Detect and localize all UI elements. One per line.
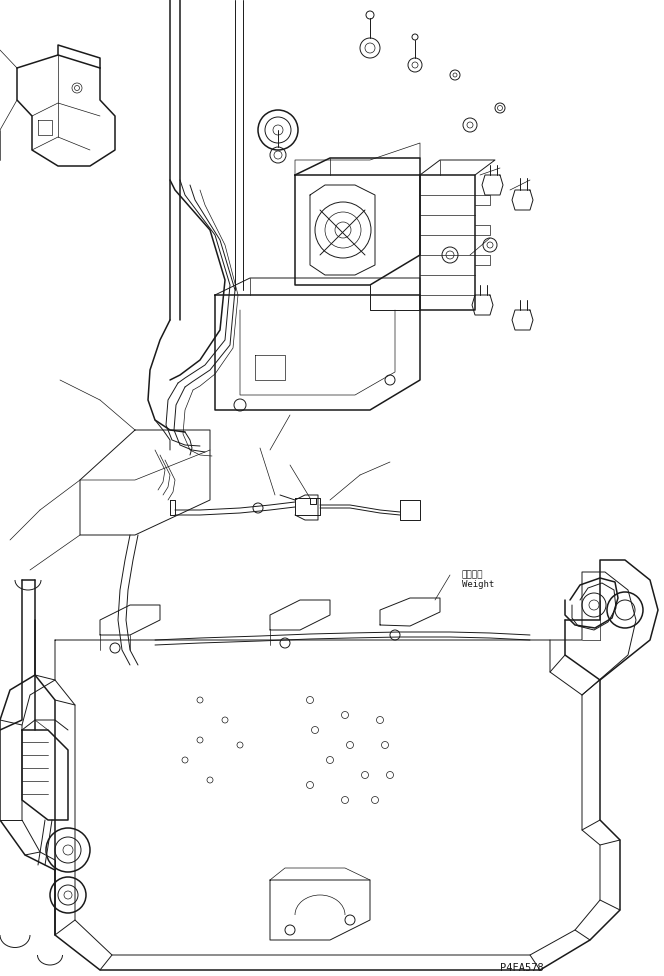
Text: P4FA578: P4FA578: [500, 963, 544, 973]
Text: Weight: Weight: [462, 580, 494, 589]
Text: ウェイト: ウェイト: [462, 570, 483, 579]
